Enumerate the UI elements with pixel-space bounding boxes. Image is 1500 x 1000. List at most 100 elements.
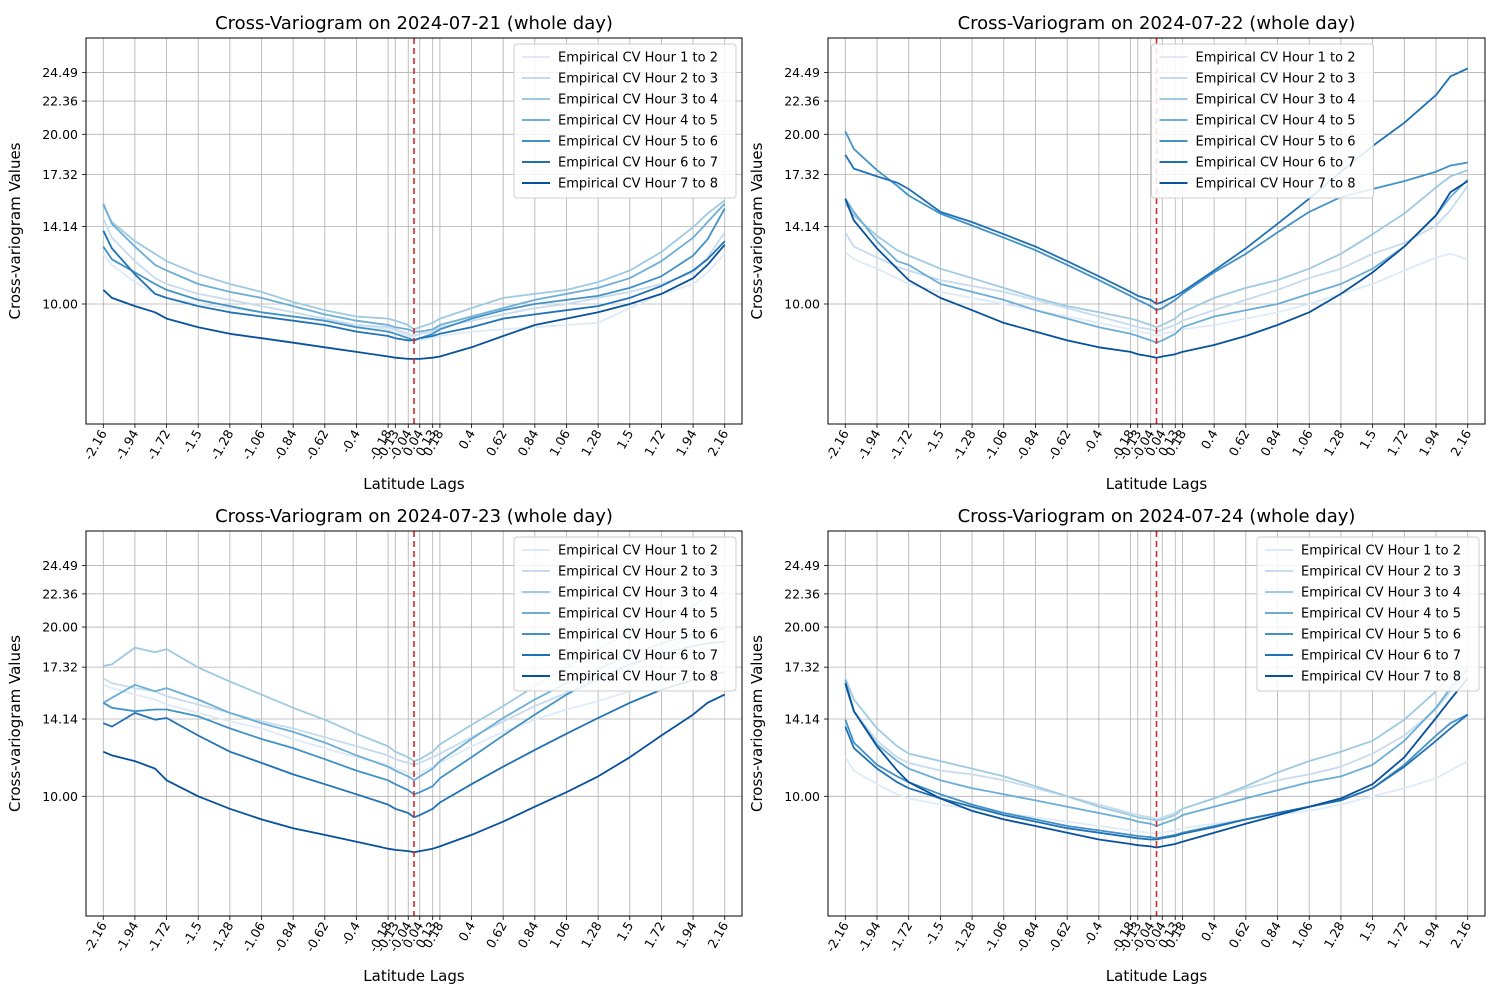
x-tick-label: -2.16 — [823, 427, 852, 463]
legend: Empirical CV Hour 1 to 2 Empirical CV Hou… — [513, 43, 737, 199]
series-line-hour-6-to-7 — [102, 671, 725, 819]
x-tick-label: -1.06 — [981, 427, 1010, 463]
y-tick-label: 10.00 — [784, 789, 820, 804]
x-tick-label: 1.5 — [1356, 427, 1379, 452]
series-line-hour-7-to-8 — [844, 677, 1469, 849]
series-line-hour-4-to-5 — [102, 202, 726, 333]
y-tick-label: 22.36 — [42, 586, 78, 601]
series-line-hour-7-to-8 — [844, 180, 1469, 359]
legend-box — [513, 43, 737, 199]
series-line-hour-5-to-6 — [102, 208, 726, 342]
x-tick-label: 0.4 — [455, 427, 478, 452]
x-tick-label: 1.28 — [1321, 427, 1348, 459]
x-tick-label: -0.4 — [1080, 919, 1105, 948]
x-tick-label: -0.84 — [1013, 427, 1042, 463]
legend-entry-label: Empirical CV Hour 7 to 8 — [1196, 177, 1356, 192]
x-tick-label: -1.06 — [981, 919, 1010, 955]
x-tick-label: 1.28 — [1321, 919, 1348, 951]
x-tick-label: 1.72 — [641, 427, 668, 459]
legend-entry-label: Empirical CV Hour 6 to 7 — [558, 156, 718, 171]
legend-entry-label: Empirical CV Hour 6 to 7 — [1301, 649, 1461, 664]
series-line-hour-3-to-4 — [102, 199, 726, 331]
x-tick-label: -1.72 — [886, 919, 915, 955]
x-tick-label: 1.28 — [578, 427, 605, 459]
x-tick-label: 0.4 — [1198, 427, 1221, 452]
x-tick-label: -1.28 — [950, 427, 979, 463]
x-tick-label: -2.16 — [81, 919, 110, 955]
x-tick-label: -1.72 — [144, 919, 173, 955]
x-tick-label: -1.28 — [207, 919, 236, 955]
chart-title: Cross-Variogram on 2024-07-22 (whole day… — [958, 13, 1356, 34]
x-tick-label: 1.72 — [1384, 919, 1411, 951]
x-tick-label: -0.62 — [1045, 919, 1074, 955]
y-axis-label: Cross-variogram Values — [6, 142, 24, 319]
x-tick-label: -1.06 — [239, 427, 268, 463]
legend-entry-label: Empirical CV Hour 7 to 8 — [558, 177, 718, 192]
axes-frame — [827, 37, 1486, 425]
legend-entry-label: Empirical CV Hour 1 to 2 — [1301, 544, 1461, 559]
x-axis-label: Latitude Lags — [1106, 967, 1208, 985]
x-tick-label: 2.16 — [704, 919, 731, 951]
x-tick-label: 2.16 — [704, 427, 731, 459]
x-tick-label: 2.16 — [1447, 427, 1474, 459]
legend-entry-label: Empirical CV Hour 1 to 2 — [1196, 51, 1356, 66]
series-line-hour-6-to-7 — [102, 230, 726, 342]
legend-entry-label: Empirical CV Hour 4 to 5 — [1196, 114, 1356, 129]
legend-entry-label: Empirical CV Hour 5 to 6 — [1196, 135, 1356, 150]
x-tick-label: 1.5 — [1356, 919, 1379, 944]
x-tick-label: -0.62 — [302, 427, 331, 463]
y-tick-label: 20.00 — [42, 620, 78, 635]
x-tick-label: -1.5 — [180, 919, 205, 948]
x-tick-label: -2.16 — [81, 427, 110, 463]
legend-entry-label: Empirical CV Hour 2 to 3 — [558, 565, 718, 580]
x-tick-label: -0.4 — [338, 919, 363, 948]
x-tick-label: 0.84 — [1257, 919, 1284, 951]
legend-entry-label: Empirical CV Hour 4 to 5 — [1301, 607, 1461, 622]
x-tick-label: -1.06 — [239, 919, 268, 955]
x-tick-label: 0.4 — [455, 919, 478, 944]
x-tick-label: -1.94 — [854, 427, 883, 463]
x-tick-label: 1.94 — [1416, 427, 1443, 459]
x-tick-label: -1.5 — [922, 427, 947, 456]
legend-entry-label: Empirical CV Hour 3 to 4 — [558, 586, 718, 601]
y-axis-label: Cross-variogram Values — [748, 635, 766, 812]
y-tick-label: 24.49 — [42, 65, 78, 80]
y-tick-label: 17.32 — [784, 167, 820, 182]
legend-box — [1256, 536, 1480, 692]
x-tick-label: -2.16 — [823, 919, 852, 955]
x-tick-label: 1.28 — [578, 919, 605, 951]
y-tick-label: 17.32 — [42, 167, 78, 182]
x-tick-label: -0.84 — [271, 427, 300, 463]
legend: Empirical CV Hour 1 to 2 Empirical CV Hou… — [1256, 536, 1480, 692]
x-tick-label: 0.84 — [1257, 427, 1284, 459]
x-tick-label: 1.5 — [613, 427, 636, 452]
legend-entry-label: Empirical CV Hour 1 to 2 — [558, 51, 718, 66]
x-tick-label: -0.84 — [271, 919, 300, 955]
y-tick-label: 14.14 — [784, 712, 820, 727]
legend-entry-label: Empirical CV Hour 4 to 5 — [558, 607, 718, 622]
legend: Empirical CV Hour 1 to 2 Empirical CV Hou… — [513, 536, 737, 692]
chart-title: Cross-Variogram on 2024-07-24 (whole day… — [958, 506, 1356, 527]
y-tick-label: 14.14 — [784, 219, 820, 234]
x-tick-label: -0.62 — [1045, 427, 1074, 463]
axes-frame — [85, 37, 743, 425]
y-tick-label: 24.49 — [784, 65, 820, 80]
y-tick-label: 10.00 — [42, 296, 78, 311]
chart-panel-3: -2.16 -1.94 -1.72 -1.5 -1.28 -1.06 -0.84 -0.62-… — [6, 506, 743, 985]
legend: Empirical CV Hour 1 to 2 Empirical CV Hou… — [1151, 43, 1374, 199]
x-tick-label: -1.94 — [112, 427, 141, 463]
legend-entry-label: Empirical CV Hour 4 to 5 — [558, 114, 718, 129]
x-tick-label: 0.84 — [515, 919, 542, 951]
series-line-hour-1-to-2 — [844, 756, 1469, 835]
x-tick-label: -1.5 — [922, 919, 947, 948]
legend-entry-label: Empirical CV Hour 6 to 7 — [558, 649, 718, 664]
chart-panel-4: -2.16 -1.94 -1.72 -1.5 -1.28 -1.06 -0.84 -0.62-… — [748, 506, 1486, 985]
y-axis-label: Cross-variogram Values — [748, 142, 766, 319]
x-tick-label: 1.94 — [673, 427, 700, 459]
y-tick-label: 22.36 — [42, 94, 78, 109]
series-line-hour-1-to-2 — [102, 253, 726, 342]
series-line-hour-1-to-2 — [102, 655, 725, 776]
y-tick-label: 14.14 — [42, 712, 78, 727]
x-tick-label: 1.72 — [1384, 427, 1411, 459]
x-tick-label: 0.62 — [483, 427, 510, 459]
